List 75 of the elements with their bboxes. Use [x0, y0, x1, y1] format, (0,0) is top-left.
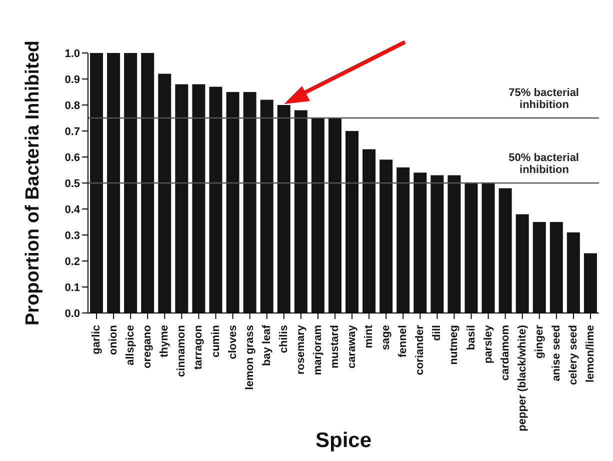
bar [226, 92, 240, 313]
x-tick-label: marjoram [312, 324, 324, 376]
x-tick-label: sage [380, 325, 392, 350]
x-axis-title: Spice [315, 429, 372, 452]
x-tick-label: dill [431, 325, 444, 341]
x-tick-label: tarragon [192, 324, 205, 370]
x-tick-label: cumin [210, 324, 222, 358]
y-tick-label: 0.9 [64, 74, 80, 86]
x-tick-label: chilis [278, 325, 290, 354]
y-axis-title: Proportion of Bacteria Inhibited [22, 40, 44, 326]
bar [158, 74, 172, 313]
x-tick-label: basil [465, 325, 478, 350]
bar [260, 100, 274, 313]
x-tick-label: lemon grass [244, 325, 256, 390]
x-tick-label: mint [363, 324, 376, 348]
bar [482, 183, 495, 313]
bar [498, 188, 512, 313]
bar [141, 53, 154, 313]
bar [430, 175, 444, 313]
bar [414, 172, 427, 313]
x-tick-label: cardamom [499, 324, 512, 381]
x-tick-label: coriander [414, 324, 426, 376]
bar [107, 53, 120, 313]
x-tick-label: anise seed [550, 325, 562, 382]
x-tick-label: rosemary [294, 324, 307, 375]
x-tick-label: thyme [158, 325, 171, 358]
bar [396, 167, 410, 313]
y-tick-label: 0.6 [64, 152, 80, 164]
y-tick-label: 1.0 [64, 48, 80, 60]
x-tick-label: nutmeg [448, 325, 460, 365]
ref-line-label: 75% bacterial inhibition [508, 87, 579, 111]
bar [311, 118, 324, 313]
x-tick-label: oregano [142, 324, 154, 368]
x-tick-label: caraway [346, 324, 358, 368]
y-tick-label: 0.1 [64, 282, 80, 294]
bar [277, 105, 290, 313]
x-tick-label: garlic [90, 325, 103, 354]
x-tick-label: onion [108, 324, 120, 355]
bar [243, 92, 256, 313]
bar [209, 86, 222, 313]
x-tick-label: pepper (black/white) [516, 324, 528, 432]
bar [448, 175, 461, 313]
bar [362, 149, 376, 313]
bar [346, 131, 358, 313]
x-tick-label: allspice [124, 325, 137, 366]
ref-line-label: 50% bacterial inhibition [508, 152, 579, 176]
y-tick-label: 0.2 [64, 256, 80, 268]
bar [550, 222, 563, 313]
bar [328, 118, 342, 313]
bar [464, 183, 478, 313]
y-tick-label: 0.8 [64, 100, 80, 112]
x-tick-label: mustard [328, 325, 341, 368]
bar [175, 84, 188, 313]
x-tick-label: lemon/lime [584, 325, 596, 382]
x-tick-label: fennel [397, 325, 410, 358]
x-tick-label: celery seed [567, 325, 580, 385]
y-tick-label: 0.0 [64, 308, 80, 320]
y-tick-label: 0.3 [64, 230, 80, 242]
bar [532, 222, 546, 313]
x-tick-label: cloves [226, 325, 239, 360]
bar [566, 232, 580, 313]
y-tick-label: 0.7 [64, 126, 80, 138]
x-tick-label: ginger [533, 324, 546, 359]
bar [380, 160, 393, 313]
bar [516, 214, 529, 313]
bar [90, 53, 103, 313]
x-tick-label: parsley [482, 324, 494, 364]
x-tick-label: cinnamon [176, 324, 188, 377]
bar [584, 253, 597, 313]
bar [294, 110, 308, 313]
y-tick-label: 0.5 [64, 178, 80, 190]
bar [192, 84, 206, 313]
y-tick-label: 0.4 [64, 204, 81, 216]
bar [124, 53, 138, 313]
x-tick-label: bay leaf [260, 324, 273, 366]
